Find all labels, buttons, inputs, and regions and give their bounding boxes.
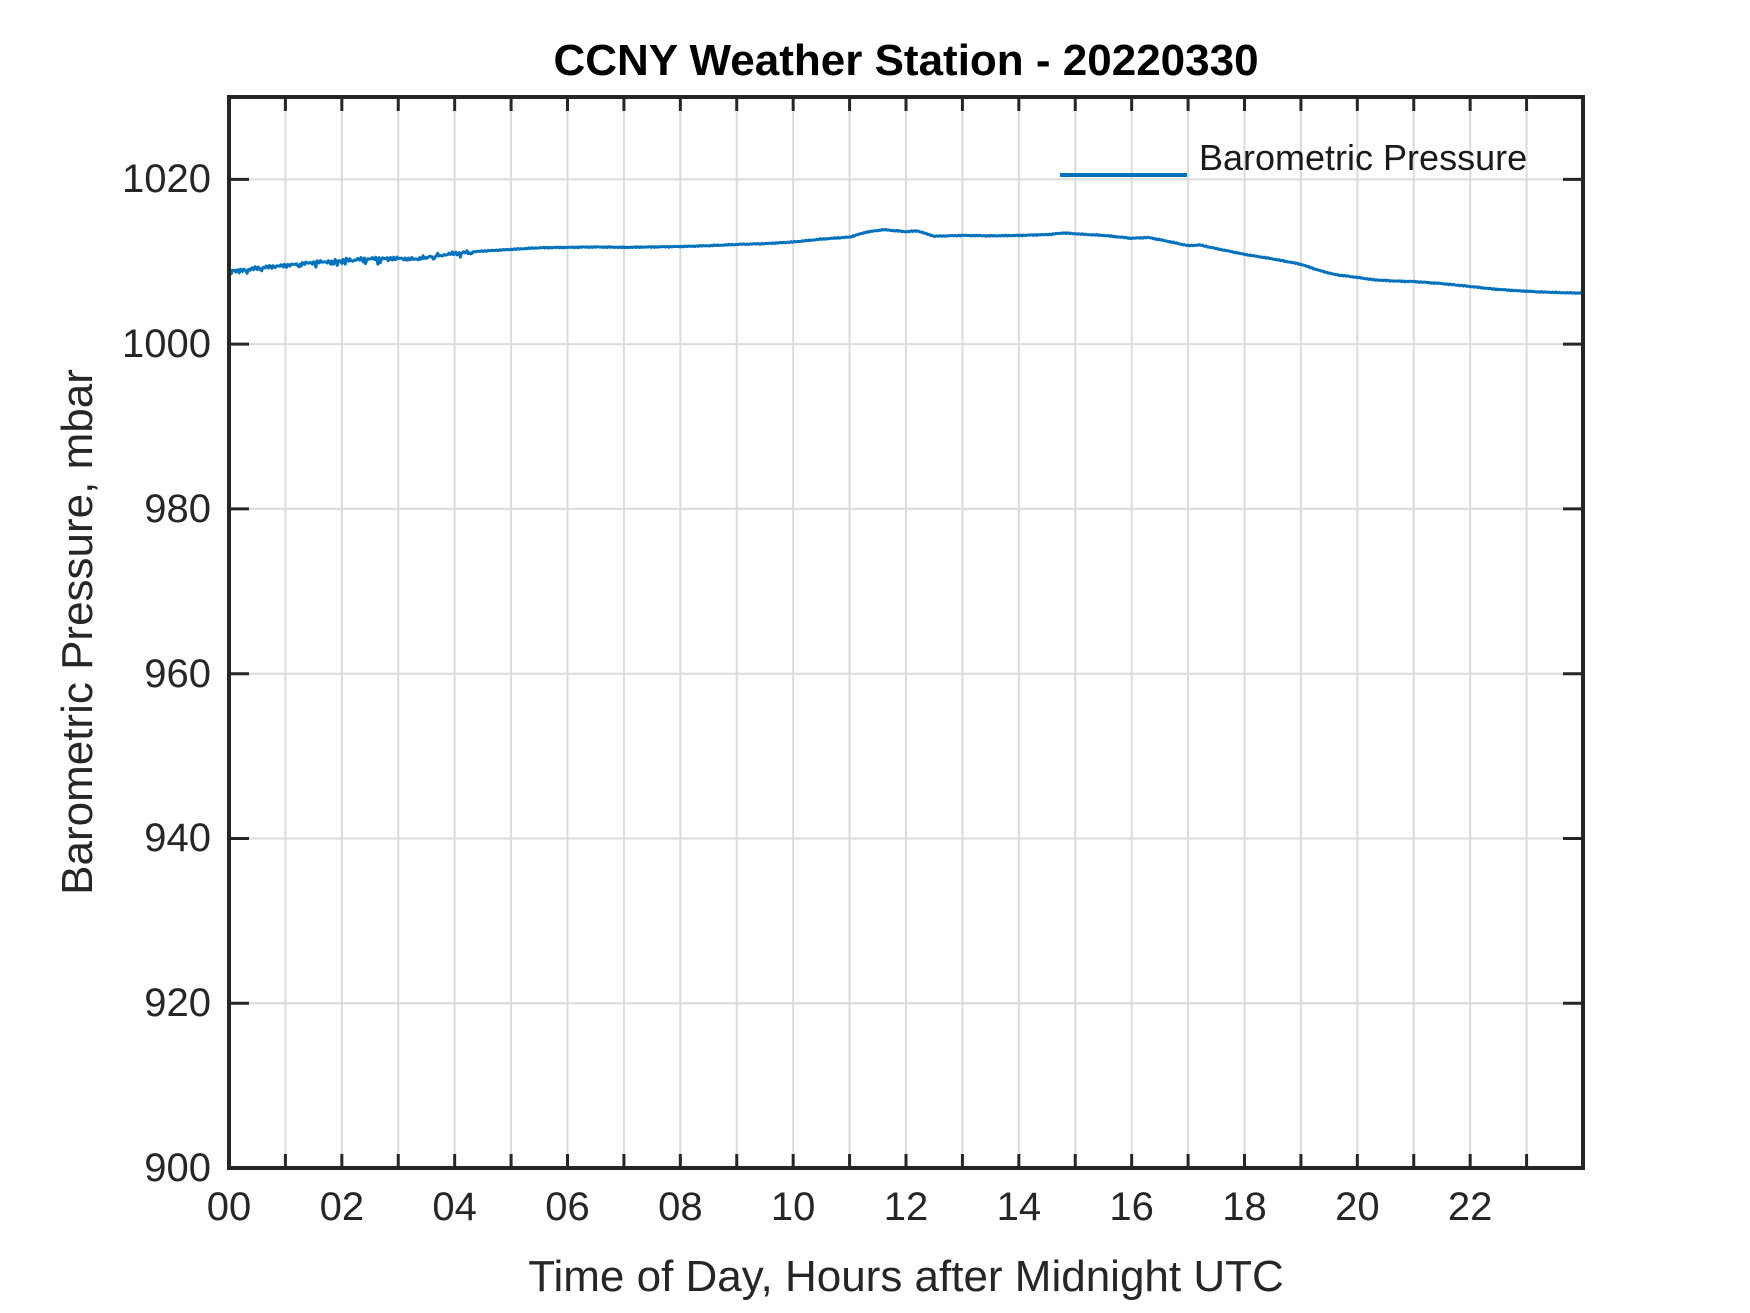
y-tick-label: 920 — [144, 981, 211, 1026]
chart-title: CCNY Weather Station - 20220330 — [553, 36, 1259, 85]
legend-label: Barometric Pressure — [1199, 137, 1528, 178]
legend-line-sample — [1060, 173, 1187, 177]
y-tick-label: 1020 — [122, 157, 211, 202]
x-tick-label: 10 — [770, 1185, 816, 1229]
x-tick-label: 20 — [1335, 1185, 1380, 1229]
x-tick-label: 14 — [996, 1185, 1042, 1229]
y-tick-label: 960 — [144, 651, 211, 696]
legend: Barometric Pressure — [1060, 140, 1527, 194]
y-tick-label: 940 — [144, 816, 211, 861]
x-tick-label: 02 — [319, 1185, 365, 1229]
x-axis-label: Time of Day, Hours after Midnight UTC — [528, 1252, 1284, 1301]
x-tick-label: 04 — [432, 1185, 477, 1229]
y-tick-label: 900 — [144, 1146, 211, 1190]
y-tick-label: 980 — [144, 486, 211, 531]
x-tick-label: 06 — [545, 1185, 590, 1229]
x-tick-label: 08 — [658, 1185, 703, 1229]
x-tick-label: 16 — [1109, 1185, 1154, 1229]
pressure-line — [228, 227, 1584, 295]
y-tick-label: 1000 — [122, 322, 211, 367]
x-tick-label: 18 — [1222, 1185, 1267, 1229]
axes-box — [227, 95, 1585, 1170]
x-tick-label: 12 — [883, 1185, 929, 1229]
x-tick-label: 00 — [206, 1185, 252, 1229]
x-tick-label: 22 — [1447, 1185, 1493, 1229]
